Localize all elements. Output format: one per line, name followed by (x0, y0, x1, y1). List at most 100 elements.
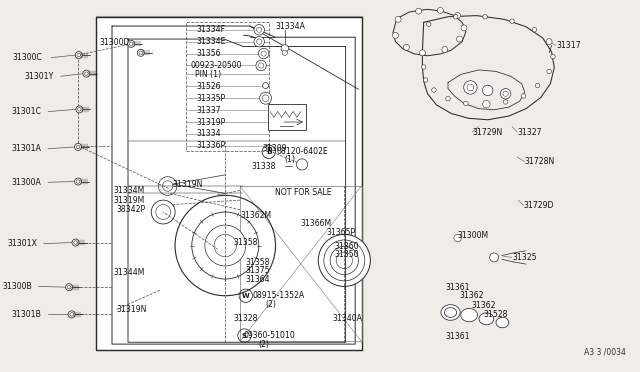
Text: 31319N: 31319N (173, 180, 203, 189)
Text: 38342P: 38342P (116, 205, 146, 214)
Circle shape (442, 46, 448, 52)
Text: 31300A: 31300A (12, 178, 41, 187)
Circle shape (66, 284, 72, 291)
Text: 00923-20500: 00923-20500 (190, 61, 241, 70)
Text: 31729D: 31729D (524, 201, 554, 210)
Circle shape (437, 7, 444, 13)
Text: (1): (1) (284, 155, 295, 164)
Circle shape (546, 39, 552, 45)
Circle shape (547, 69, 551, 74)
Text: 31334: 31334 (196, 129, 221, 138)
Text: 31335P: 31335P (196, 94, 226, 103)
Circle shape (464, 81, 477, 94)
Text: 31729N: 31729N (472, 128, 502, 137)
Text: A3 3 /0034: A3 3 /0034 (584, 347, 626, 356)
Text: 31300M: 31300M (458, 231, 489, 240)
Circle shape (532, 28, 536, 32)
Text: 31366M: 31366M (301, 219, 332, 228)
Bar (186, 22, 269, 151)
Text: 31364: 31364 (245, 275, 269, 284)
Circle shape (260, 92, 271, 104)
Text: 31334A: 31334A (275, 22, 305, 31)
Text: 31319P: 31319P (196, 118, 226, 126)
Circle shape (464, 101, 468, 106)
Circle shape (296, 159, 308, 170)
Circle shape (484, 103, 488, 107)
Circle shape (522, 94, 525, 98)
Text: 31325: 31325 (512, 253, 536, 262)
Circle shape (490, 253, 499, 262)
Circle shape (318, 234, 371, 286)
Text: 31365P: 31365P (326, 228, 356, 237)
Text: 31334E: 31334E (196, 37, 226, 46)
Text: 31327: 31327 (517, 128, 541, 137)
Circle shape (415, 8, 422, 14)
Circle shape (456, 36, 463, 42)
Circle shape (254, 36, 264, 47)
Text: 31358: 31358 (234, 238, 258, 247)
Text: 08120-6402E: 08120-6402E (276, 147, 328, 156)
Circle shape (395, 16, 401, 22)
Text: S: S (242, 333, 247, 339)
Text: NOT FOR SALE: NOT FOR SALE (275, 188, 332, 197)
Circle shape (403, 44, 410, 50)
Circle shape (446, 96, 450, 101)
Text: 31338: 31338 (252, 162, 276, 171)
Text: W: W (242, 293, 250, 299)
Text: 31301A: 31301A (12, 144, 42, 153)
Circle shape (483, 100, 490, 108)
Circle shape (282, 50, 287, 55)
Text: 31336P: 31336P (196, 141, 226, 150)
Text: 31360: 31360 (334, 242, 358, 251)
Bar (96, 16, 362, 350)
Text: 31728N: 31728N (525, 157, 555, 166)
Text: 31362: 31362 (471, 301, 495, 310)
Text: 31300B: 31300B (3, 282, 32, 291)
Circle shape (76, 52, 82, 58)
Text: 31337: 31337 (196, 106, 221, 115)
Text: 31301Y: 31301Y (24, 72, 54, 81)
Circle shape (138, 49, 144, 56)
Circle shape (483, 85, 493, 96)
Circle shape (330, 246, 358, 275)
Circle shape (536, 83, 540, 88)
Circle shape (432, 88, 436, 92)
Circle shape (281, 45, 289, 52)
Circle shape (424, 78, 428, 82)
Circle shape (254, 25, 264, 35)
Text: 31319N: 31319N (116, 305, 147, 314)
Circle shape (422, 65, 426, 69)
Circle shape (205, 225, 246, 266)
Circle shape (75, 144, 81, 150)
Text: 31362M: 31362M (241, 211, 272, 220)
Circle shape (419, 50, 426, 56)
Text: 31334F: 31334F (196, 25, 225, 34)
Ellipse shape (479, 313, 494, 325)
Text: 31350: 31350 (334, 250, 358, 259)
Circle shape (68, 311, 75, 318)
Bar (268, 104, 306, 130)
Text: 31328: 31328 (234, 314, 258, 323)
Circle shape (454, 13, 461, 19)
Circle shape (259, 48, 269, 59)
Circle shape (72, 239, 79, 246)
Text: 31526: 31526 (196, 82, 221, 91)
Circle shape (551, 54, 555, 59)
Text: (2): (2) (258, 340, 269, 349)
Text: 31361: 31361 (445, 283, 470, 292)
Circle shape (454, 234, 461, 242)
Text: 31301X: 31301X (8, 239, 38, 248)
Text: 31356: 31356 (196, 49, 221, 58)
Circle shape (128, 41, 134, 47)
Text: PIN (1): PIN (1) (195, 70, 221, 79)
Text: 31528: 31528 (484, 310, 508, 319)
Ellipse shape (441, 305, 460, 320)
Circle shape (461, 25, 467, 31)
Ellipse shape (496, 317, 509, 328)
Circle shape (256, 60, 266, 71)
Circle shape (75, 178, 81, 185)
Text: 08915-1352A: 08915-1352A (253, 291, 305, 300)
Circle shape (83, 70, 90, 77)
Text: 31309: 31309 (262, 144, 287, 153)
Text: 31301B: 31301B (12, 310, 42, 319)
